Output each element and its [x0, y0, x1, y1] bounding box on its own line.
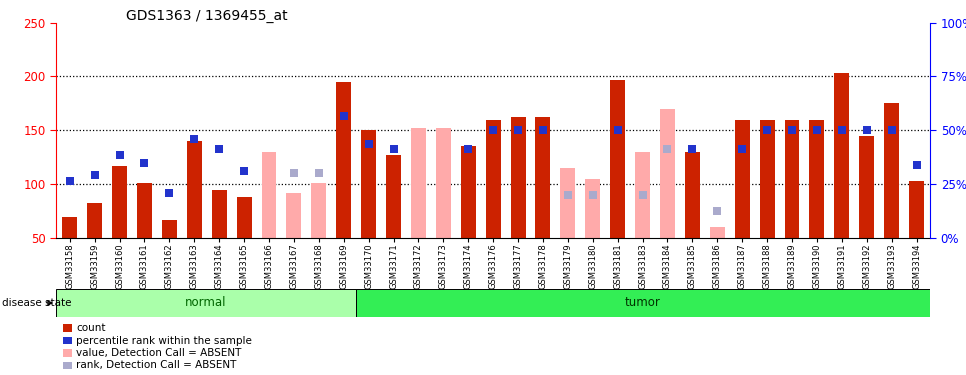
Bar	[355, 289, 930, 317]
Bar	[87, 202, 102, 238]
Bar	[386, 155, 401, 238]
Bar	[909, 181, 924, 238]
Text: normal: normal	[185, 296, 227, 309]
Bar	[436, 128, 451, 238]
Bar	[212, 190, 227, 238]
Text: disease state: disease state	[2, 298, 71, 308]
Bar	[560, 168, 576, 238]
Text: percentile rank within the sample: percentile rank within the sample	[76, 336, 252, 345]
Bar	[635, 152, 650, 238]
Text: tumor: tumor	[625, 296, 661, 309]
Bar	[835, 73, 849, 238]
Bar	[585, 179, 600, 238]
Bar	[186, 141, 202, 238]
Bar	[286, 193, 301, 238]
Bar	[759, 120, 775, 238]
Bar	[710, 227, 724, 238]
Bar	[860, 136, 874, 238]
Bar	[660, 109, 675, 238]
Bar	[262, 152, 276, 238]
Text: rank, Detection Call = ABSENT: rank, Detection Call = ABSENT	[76, 360, 237, 370]
Bar	[611, 80, 625, 238]
Bar	[884, 104, 899, 238]
Bar	[511, 117, 526, 238]
Bar	[784, 120, 800, 238]
Bar	[162, 220, 177, 238]
Bar	[237, 197, 251, 238]
Bar	[810, 120, 824, 238]
Bar	[486, 120, 500, 238]
Text: count: count	[76, 323, 106, 333]
Bar	[461, 147, 475, 238]
Bar	[535, 117, 551, 238]
Bar	[311, 183, 327, 238]
Text: value, Detection Call = ABSENT: value, Detection Call = ABSENT	[76, 348, 242, 358]
Bar	[411, 128, 426, 238]
Bar	[56, 289, 355, 317]
Bar	[361, 130, 376, 238]
Bar	[137, 183, 152, 238]
Bar	[62, 217, 77, 238]
Bar	[112, 166, 127, 238]
Bar	[685, 152, 700, 238]
Bar	[336, 82, 352, 238]
Bar	[735, 120, 750, 238]
Text: GDS1363 / 1369455_at: GDS1363 / 1369455_at	[126, 9, 287, 23]
